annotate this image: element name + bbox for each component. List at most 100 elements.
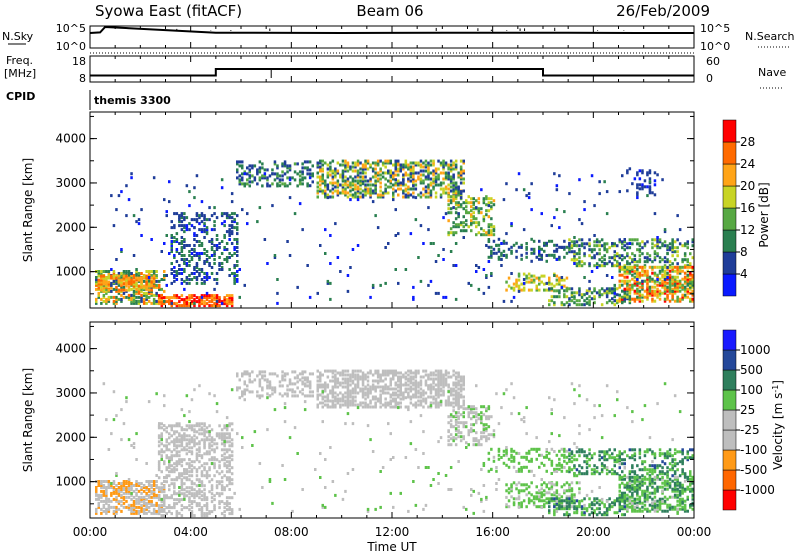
- scatter-cell: [666, 293, 669, 297]
- scatter-cell: [117, 283, 121, 287]
- colorbar-label: 12: [740, 223, 755, 237]
- scatter-cell: [311, 172, 314, 176]
- scatter-cell: [520, 282, 523, 286]
- scatter-cell: [228, 422, 231, 426]
- scatter-cell: [447, 397, 450, 401]
- scatter-cell: [228, 228, 231, 232]
- scatter-cell: [205, 470, 209, 474]
- scatter-cell: [409, 172, 413, 176]
- scatter-cell: [520, 253, 523, 257]
- scatter-cell: [140, 278, 143, 282]
- scatter-cell: [135, 511, 138, 515]
- scatter-cell: [565, 495, 569, 499]
- scatter-cell: [414, 391, 418, 395]
- scatter-cell: [180, 448, 184, 452]
- scatter-cell: [324, 191, 327, 195]
- scatter-cell: [364, 183, 367, 187]
- scatter-cell: [120, 482, 123, 485]
- scatter-cell: [691, 283, 694, 287]
- scatter-cell: [195, 430, 199, 434]
- scatter-cell: [208, 458, 211, 462]
- scatter-cell: [203, 444, 206, 448]
- scatter-cell: [160, 278, 163, 281]
- scatter-cell: [666, 271, 669, 275]
- scatter-cell: [507, 491, 511, 495]
- scatter-cell: [319, 377, 322, 381]
- scatter-cell: [631, 285, 634, 289]
- scatter-cell: [223, 438, 226, 442]
- scatter-cell: [402, 373, 405, 377]
- scatter-cell: [530, 499, 533, 503]
- scatter-cell: [452, 191, 455, 195]
- scatter-cell: [349, 198, 352, 202]
- scatter-cell: [459, 395, 463, 399]
- scatter-cell: [394, 167, 397, 171]
- scatter-cell: [107, 484, 111, 487]
- scatter-cell: [140, 280, 143, 284]
- scatter-cell: [203, 424, 206, 428]
- scatter-cell: [449, 403, 453, 407]
- scatter-cell: [618, 293, 621, 297]
- scatter-cell: [200, 302, 204, 306]
- scatter-cell: [354, 403, 357, 407]
- scatter-cell: [157, 444, 161, 448]
- scatter-cell: [356, 381, 360, 385]
- scatter-cell: [361, 391, 365, 395]
- scatter-cell: [631, 265, 634, 269]
- scatter-cell: [553, 289, 556, 293]
- scatter-cell: [354, 383, 357, 387]
- scatter-cell: [168, 180, 171, 184]
- scatter-cell: [540, 257, 543, 261]
- scatter-cell: [198, 504, 201, 508]
- scatter-cell: [137, 495, 141, 499]
- scatter-cell: [429, 391, 433, 395]
- scatter-cell: [605, 262, 609, 266]
- scatter-cell: [575, 299, 579, 303]
- scatter-cell: [568, 495, 571, 499]
- scatter-cell: [387, 191, 390, 195]
- scatter-cell: [331, 175, 335, 179]
- scatter-cell: [105, 297, 108, 301]
- scatter-cell: [243, 172, 246, 176]
- scatter-cell: [573, 254, 576, 258]
- scatter-cell: [359, 195, 362, 199]
- scatter-cell: [122, 491, 126, 495]
- scatter-cell: [434, 169, 438, 173]
- scatter-cell: [485, 409, 488, 413]
- scatter-cell: [145, 276, 148, 280]
- scatter-cell: [538, 465, 541, 469]
- scatter-cell: [110, 268, 113, 271]
- scatter-cell: [429, 163, 433, 167]
- scatter-cell: [344, 191, 347, 195]
- scatter-cell: [490, 415, 493, 419]
- scatter-cell: [223, 220, 226, 224]
- scatter-cell: [628, 283, 632, 287]
- scatter-cell: [160, 422, 163, 426]
- scatter-cell: [157, 476, 161, 480]
- scatter-cell: [490, 225, 493, 229]
- scatter-cell: [336, 256, 340, 259]
- scatter-cell: [198, 490, 201, 494]
- scatter-cell: [409, 379, 413, 383]
- scatter-cell: [387, 387, 390, 391]
- scatter-cell: [452, 405, 455, 409]
- scatter-cell: [432, 169, 435, 173]
- scatter-cell: [110, 281, 113, 285]
- scatter-cell: [105, 495, 108, 499]
- scatter-cell: [228, 424, 231, 428]
- scatter-cell: [339, 270, 342, 273]
- scatter-cell: [359, 175, 362, 179]
- scatter-cell: [238, 178, 241, 182]
- scatter-cell: [678, 228, 682, 232]
- scatter-cell: [452, 439, 455, 443]
- scatter-cell: [522, 489, 526, 493]
- scatter-cell: [646, 277, 649, 281]
- scatter-cell: [512, 457, 516, 461]
- scatter-cell: [190, 468, 194, 472]
- scatter-cell: [465, 425, 468, 429]
- scatter-cell: [434, 401, 438, 405]
- scatter-cell: [215, 442, 219, 446]
- scatter-cell: [452, 173, 455, 177]
- scatter-cell: [467, 405, 470, 409]
- scatter-cell: [520, 489, 523, 493]
